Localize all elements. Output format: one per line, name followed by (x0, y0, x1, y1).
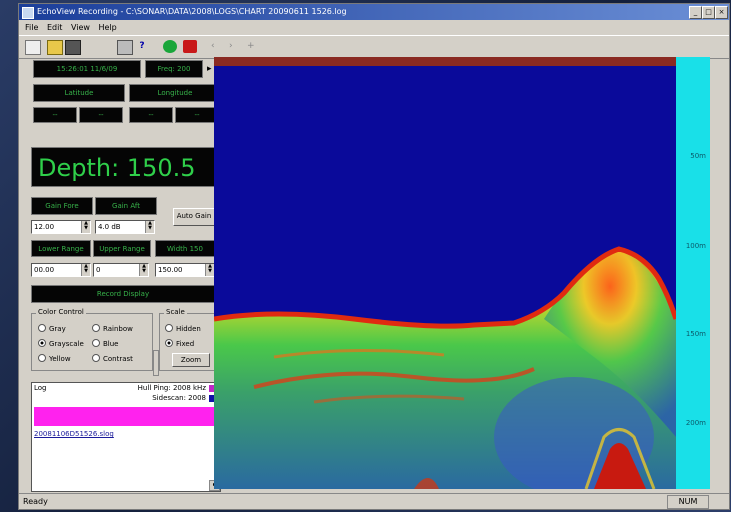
zoom-in-icon[interactable]: ‹ (211, 41, 215, 51)
color-rainbow-radio[interactable]: Rainbow (92, 324, 133, 334)
help-icon[interactable]: ? (137, 40, 147, 53)
legend-row-2: Sidescan: 2008 (152, 394, 206, 402)
gain-aft-input[interactable]: 4.0 dB ▲ ▼ (95, 220, 155, 234)
scale-hidden-radio[interactable]: Hidden (165, 324, 201, 334)
menu-bar: File Edit View Help (19, 21, 729, 34)
legend-swatch-1 (209, 385, 216, 392)
upper-range-input[interactable]: 0 ▲ ▼ (93, 263, 149, 277)
color-contrast-radio[interactable]: Contrast (92, 354, 133, 364)
sub-bottom-layer-1 (253, 367, 535, 389)
freq-arrow-icon[interactable]: ▸ (207, 64, 212, 74)
echogram-svg (214, 57, 676, 489)
width-input[interactable]: 150.00 ▲ ▼ (155, 263, 215, 277)
color-grayscale-radio[interactable]: Grayscale (38, 339, 84, 349)
toolbar: ? ‹ › + (19, 35, 729, 59)
color-gray-radio[interactable]: Gray (38, 324, 66, 334)
surface-band (214, 57, 676, 66)
legend-swatch-2 (209, 395, 216, 402)
color-control-legend: Color Control (36, 308, 86, 316)
depth-scale-bar: 50m 100m 150m 200m (676, 57, 710, 489)
window-title: EchoView Recording - C:\SONAR\DATA\2008\… (37, 7, 347, 16)
selected-log-bar[interactable] (34, 407, 214, 426)
maximize-button[interactable]: □ (702, 6, 715, 19)
record-display-button[interactable]: Record Display (31, 285, 215, 303)
record-icon[interactable] (163, 40, 177, 53)
title-bar: EchoView Recording - C:\SONAR\DATA\2008\… (19, 4, 729, 20)
log-list[interactable]: Log Hull Ping: 2008 kHz Sidescan: 2008 2… (31, 382, 221, 492)
minimize-button[interactable]: _ (689, 6, 702, 19)
time-display: 15:26:01 11/6/09 (33, 60, 141, 78)
latitude-display: Latitude (33, 84, 125, 102)
menu-help[interactable]: Help (98, 23, 117, 32)
open-icon[interactable] (47, 40, 63, 55)
log-filename[interactable]: 20081106D51526.slog (34, 430, 114, 438)
deep-target (594, 443, 646, 489)
scale-tick-4: 200m (685, 419, 706, 427)
nav-field-1: -- (33, 107, 77, 123)
nav-field-2: -- (79, 107, 123, 123)
save-icon[interactable] (65, 40, 81, 55)
scale-group: Scale Hidden Fixed Zoom (159, 308, 217, 371)
nav-field-3: -- (129, 107, 173, 123)
scale-tick-3: 150m (685, 330, 706, 338)
splitter-handle[interactable] (153, 350, 159, 376)
pan-icon[interactable]: + (247, 41, 255, 51)
lower-range-input[interactable]: 00.00 ▲ ▼ (31, 263, 91, 277)
seamount-return (544, 249, 676, 437)
color-blue-radio[interactable]: Blue (92, 339, 119, 349)
new-icon[interactable] (25, 40, 41, 55)
gain-aft-label: Gain Aft (95, 197, 157, 215)
frequency-display: Freq: 200 (145, 60, 203, 78)
sonar-echogram[interactable] (214, 57, 676, 489)
sub-bottom-layer-3 (313, 394, 465, 404)
zoom-button[interactable]: Zoom (172, 353, 210, 367)
log-header: Log (34, 384, 47, 392)
print-icon[interactable] (117, 40, 133, 55)
color-yellow-radio[interactable]: Yellow (38, 354, 71, 364)
menu-view[interactable]: View (70, 23, 90, 32)
color-control-group: Color Control Gray Rainbow Grayscale Blu… (31, 308, 153, 371)
longitude-display: Longitude (129, 84, 221, 102)
num-lock-indicator: NUM (667, 495, 709, 509)
legend-row-1: Hull Ping: 2008 kHz (137, 384, 206, 392)
scale-legend: Scale (164, 308, 187, 316)
status-bar: Ready NUM (19, 493, 729, 509)
gain-fore-input[interactable]: 12.00 ▲ ▼ (31, 220, 91, 234)
width-label: Width 150 (155, 240, 215, 257)
menu-file[interactable]: File (25, 23, 39, 32)
seabed-surface-line (214, 246, 676, 329)
status-text: Ready (23, 497, 48, 506)
nav-field-4: -- (175, 107, 219, 123)
zoom-out-icon[interactable]: › (229, 41, 233, 51)
scale-tick-2: 100m (685, 242, 706, 250)
control-panel: 15:26:01 11/6/09 Freq: 200 ▸ Latitude Lo… (27, 60, 235, 492)
depth-display: Depth: 150.5 (31, 147, 216, 187)
deep-target-halo (584, 428, 656, 489)
stop-icon[interactable] (183, 40, 197, 53)
gain-fore-label: Gain Fore (31, 197, 93, 215)
scale-tick-1: 50m (690, 152, 706, 160)
close-button[interactable]: × (715, 6, 728, 19)
sub-bottom-layer-2 (273, 348, 445, 359)
scale-fixed-radio[interactable]: Fixed (165, 339, 194, 349)
auto-gain-button[interactable]: Auto Gain (173, 208, 215, 226)
menu-edit[interactable]: Edit (46, 23, 63, 32)
minor-target (414, 478, 439, 489)
upper-range-label: Upper Range (93, 240, 151, 257)
lower-range-label: Lower Range (31, 240, 91, 257)
app-icon (22, 7, 34, 19)
